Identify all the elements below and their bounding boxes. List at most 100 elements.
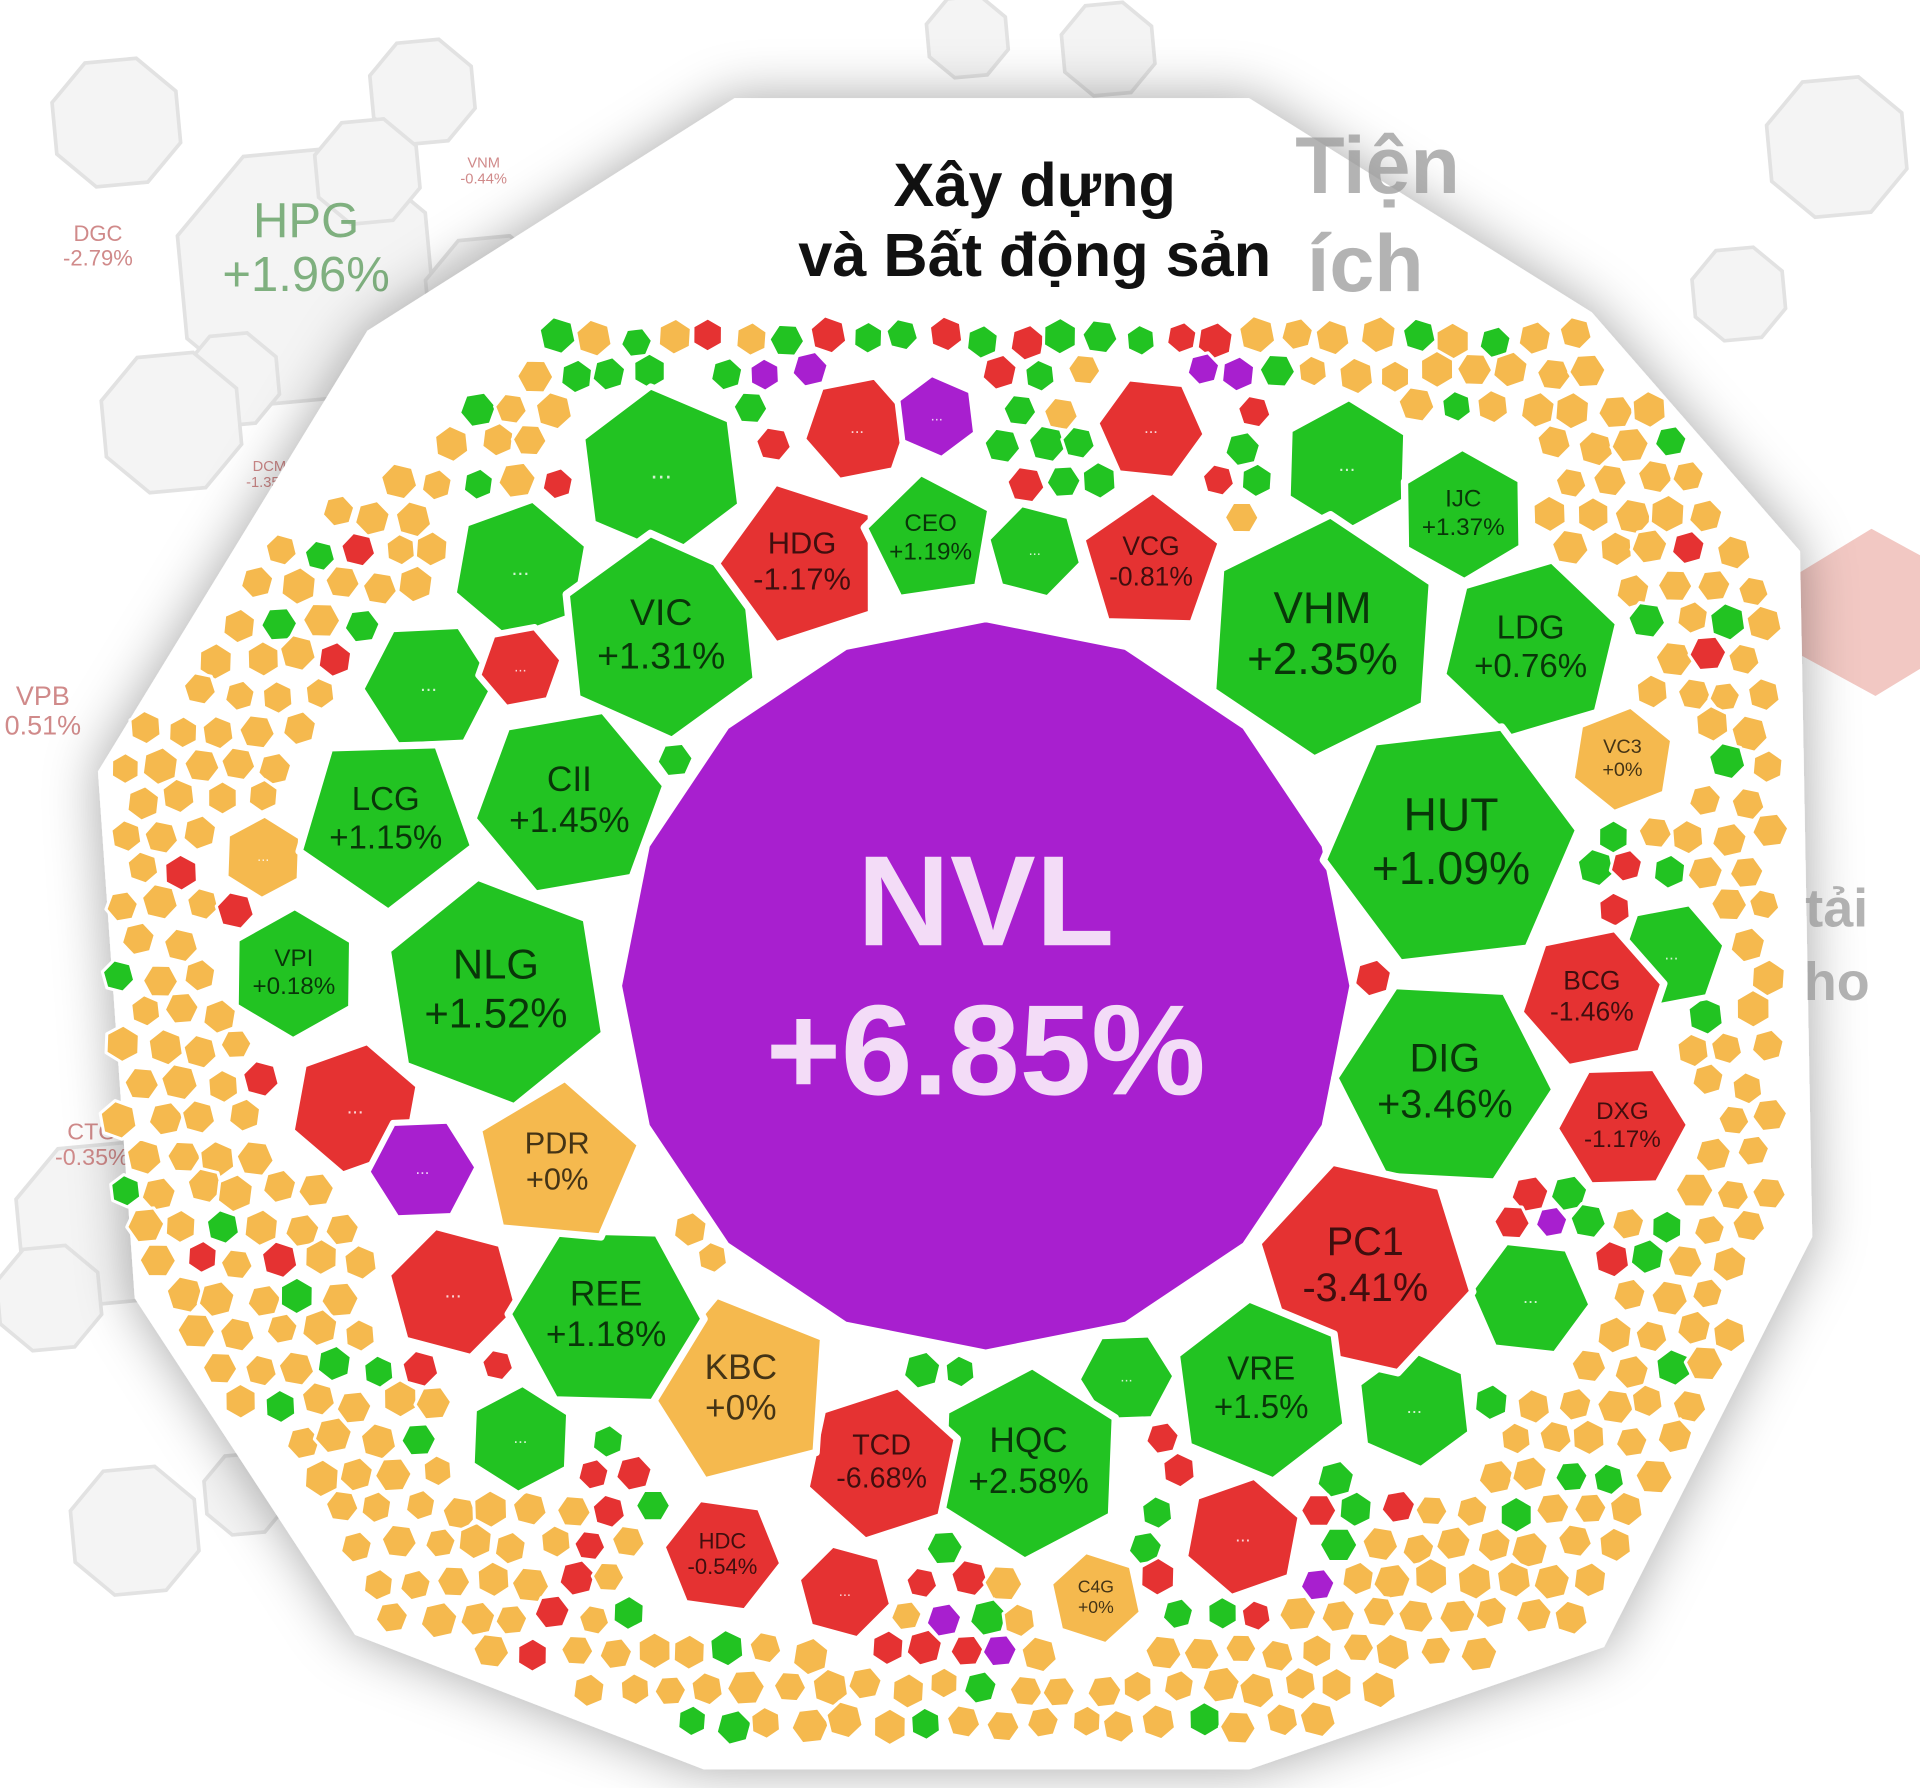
- filler-cell: [1396, 385, 1437, 424]
- filler-cell: [571, 1671, 607, 1710]
- filler-cell: [323, 1488, 361, 1524]
- cell-value: +2.58%: [968, 1462, 1089, 1501]
- cell-value: -1.46%: [1550, 996, 1634, 1026]
- filler-cell: [181, 671, 219, 707]
- filler-cell: [1139, 1702, 1178, 1742]
- filler-cell: [984, 1708, 1022, 1744]
- filler-cell: [1165, 320, 1199, 356]
- filler-cell: [1611, 1276, 1648, 1313]
- filler-cell: [1675, 676, 1713, 712]
- filler-cell: [1378, 358, 1412, 395]
- filler-cell: [1685, 854, 1726, 892]
- sector-label: tải: [1805, 879, 1868, 939]
- filler-cell: [458, 1599, 498, 1638]
- cell-placeholder: ...: [1144, 418, 1158, 437]
- filler-cell: [1413, 1494, 1450, 1527]
- cell: [712, 478, 876, 649]
- unlabeled-cell: [1093, 375, 1209, 483]
- filler-cell: [1569, 1347, 1609, 1385]
- filler-cell: [215, 1172, 255, 1215]
- filler-cell: [146, 1027, 185, 1068]
- filler-cell: [889, 1599, 924, 1633]
- filler-cell: [413, 1385, 454, 1422]
- filler-cell: [748, 356, 781, 393]
- cell: [1045, 1546, 1147, 1650]
- filler-cell: [537, 315, 578, 356]
- filler-cell: [1675, 599, 1710, 636]
- cell-value: +1.52%: [424, 989, 567, 1036]
- cell-value: -0.81%: [1109, 562, 1193, 592]
- filler-cell: [1747, 887, 1782, 922]
- cell-value: +0.76%: [1474, 648, 1587, 685]
- filler-cell: [1296, 353, 1329, 389]
- cell-name: VHM: [1273, 584, 1371, 633]
- filler-cell: [1473, 1594, 1510, 1631]
- filler-cell: [789, 1706, 832, 1746]
- filler-cell: [943, 1353, 977, 1390]
- cell-name: HUT: [1403, 788, 1498, 840]
- filler-cell: [1140, 1494, 1175, 1531]
- filler-cell: [1237, 1670, 1277, 1711]
- cell: [1567, 701, 1678, 818]
- cell-placeholder: ...: [445, 1280, 462, 1302]
- filler-cell: [128, 708, 163, 747]
- filler-cell: [1750, 1175, 1788, 1211]
- filler-cell: [590, 1423, 626, 1460]
- filler-cell: [1553, 1460, 1590, 1494]
- cell-placeholder: ...: [420, 674, 437, 696]
- filler-cell: [1319, 1665, 1354, 1705]
- cell-value: -6.68%: [836, 1463, 927, 1495]
- filler-cell: [263, 532, 299, 568]
- filler-cell: [846, 1665, 884, 1702]
- filler-cell: [1187, 1700, 1222, 1739]
- filler-cell: [890, 1671, 927, 1711]
- filler-cell: [1690, 1276, 1725, 1311]
- filler-cell: [1729, 786, 1767, 823]
- filler-cell: [1440, 388, 1473, 424]
- filler-cell: [1492, 1204, 1532, 1241]
- filler-cell: [559, 357, 595, 396]
- cell-name: HDC: [699, 1528, 747, 1553]
- filler-cell: [1709, 886, 1750, 923]
- filler-cell: [1749, 1027, 1786, 1064]
- filler-cell: [1592, 1238, 1632, 1280]
- filler-cell: [1629, 1382, 1665, 1420]
- filler-cell: [1635, 458, 1675, 496]
- filler-cell: [1475, 387, 1510, 426]
- filler-cell: [1477, 324, 1513, 361]
- cell-name: NLG: [453, 941, 539, 988]
- filler-cell: [218, 1028, 254, 1060]
- filler-cell: [421, 1453, 454, 1489]
- ghost-value: -0.44%: [460, 172, 507, 188]
- filler-cell: [283, 1212, 322, 1249]
- ghost-cell: [312, 116, 422, 227]
- filler-cell: [1675, 1308, 1713, 1347]
- filler-cell: [223, 678, 257, 713]
- filler-cell: [1556, 1522, 1594, 1559]
- filler-cell: [1711, 1315, 1748, 1355]
- filler-cell: [277, 633, 318, 673]
- filler-cell: [159, 1062, 200, 1103]
- filler-cell: [1687, 497, 1725, 535]
- filler-cell: [264, 1311, 300, 1346]
- filler-cell: [1650, 1208, 1684, 1246]
- filler-cell: [539, 1523, 573, 1560]
- filler-cell: [964, 323, 1000, 361]
- filler-cell: [1223, 1632, 1259, 1665]
- filler-cell: [901, 1349, 943, 1391]
- cell: [231, 902, 357, 1045]
- cell-name: PC1: [1327, 1220, 1404, 1264]
- filler-cell: [808, 314, 849, 356]
- cell-placeholder: ...: [347, 1097, 364, 1119]
- filler-cell: [140, 745, 180, 788]
- filler-cell: [162, 990, 201, 1026]
- cell-placeholder: ...: [1407, 1396, 1422, 1417]
- filler-cell: [259, 606, 300, 643]
- filler-cell: [1239, 1598, 1273, 1633]
- filler-cell: [1001, 1601, 1037, 1640]
- cell-value: +1.18%: [546, 1315, 667, 1354]
- filler-cell: [398, 1567, 433, 1603]
- filler-cell: [181, 1032, 219, 1071]
- filler-cell: [1455, 1560, 1494, 1602]
